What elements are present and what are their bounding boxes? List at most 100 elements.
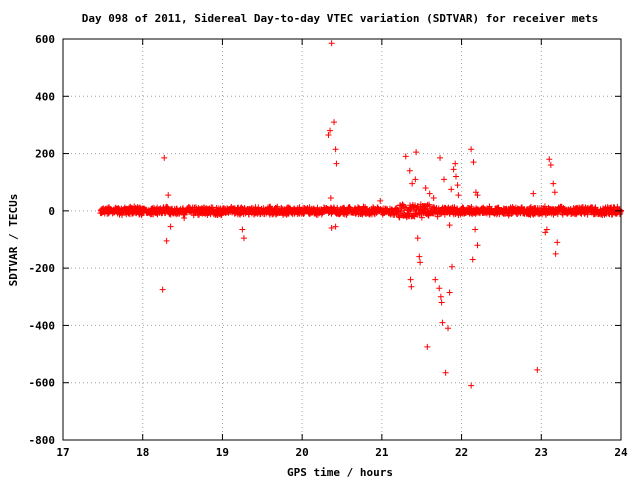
data-point	[161, 154, 168, 161]
data-point	[413, 149, 420, 156]
data-point	[328, 40, 335, 47]
data-point	[439, 319, 446, 326]
x-tick-label: 22	[455, 446, 468, 459]
data-point	[436, 285, 443, 292]
data-point	[167, 223, 174, 230]
data-point	[554, 239, 561, 246]
data-point	[332, 146, 339, 153]
plot-area-border	[62, 38, 622, 441]
data-point	[543, 226, 550, 233]
data-point	[449, 263, 456, 270]
data-point	[551, 189, 558, 196]
data-point	[328, 225, 335, 232]
y-tick-label: 600	[35, 33, 55, 46]
data-point	[417, 259, 424, 266]
data-point	[474, 242, 481, 249]
data-point	[472, 226, 479, 233]
x-tick-label: 24	[614, 446, 628, 459]
data-point	[426, 190, 433, 197]
data-point	[239, 226, 246, 233]
x-axis-label: GPS time / hours	[287, 466, 393, 479]
data-point	[452, 160, 459, 167]
data-point	[546, 156, 553, 163]
data-point	[542, 229, 549, 236]
data-point	[442, 369, 449, 376]
x-tick-label: 21	[375, 446, 389, 459]
data-point	[434, 213, 441, 220]
data-point	[445, 325, 452, 332]
data-point	[402, 153, 409, 160]
data-point	[432, 276, 439, 283]
y-tick-label: -200	[29, 262, 56, 275]
data-point	[399, 201, 406, 208]
data-point	[474, 192, 481, 199]
y-tick-label: 0	[48, 205, 55, 218]
data-point	[455, 192, 462, 199]
data-point	[472, 189, 479, 196]
data-point	[377, 197, 384, 204]
data-point	[459, 204, 466, 211]
data-point	[547, 162, 554, 169]
data-point	[416, 253, 423, 260]
data-point	[452, 173, 459, 180]
data-points	[97, 40, 624, 389]
data-point	[240, 235, 247, 242]
data-point	[327, 194, 334, 201]
data-point	[255, 204, 262, 211]
data-point	[441, 176, 448, 183]
data-point	[448, 186, 455, 193]
data-point	[469, 256, 476, 263]
data-point	[534, 366, 541, 373]
data-point	[409, 180, 416, 187]
data-point	[406, 167, 413, 174]
data-point	[450, 166, 457, 173]
data-point	[159, 286, 166, 293]
y-tick-label: -800	[29, 434, 56, 447]
data-point	[541, 203, 548, 210]
data-point	[422, 184, 429, 191]
x-axis-ticks: 17 18 19 20 21 22 23 24	[56, 39, 628, 459]
data-point	[327, 127, 334, 134]
x-tick-label: 18	[136, 446, 149, 459]
data-point	[418, 214, 425, 221]
y-tick-label: 400	[35, 90, 55, 103]
x-tick-label: 20	[296, 446, 309, 459]
data-point	[530, 190, 537, 197]
x-tick-label: 19	[216, 446, 229, 459]
x-tick-label: 17	[56, 446, 69, 459]
data-point	[181, 215, 188, 222]
data-point	[408, 283, 415, 290]
data-point	[552, 250, 559, 257]
y-tick-label: 200	[35, 148, 55, 161]
data-point	[468, 146, 475, 153]
data-point	[468, 382, 475, 389]
data-point	[163, 237, 170, 244]
data-point	[245, 211, 252, 218]
data-point	[454, 182, 461, 189]
y-axis-ticks: 600 400 200 0 -200 -400 -600 -800	[29, 33, 621, 447]
data-point	[446, 289, 453, 296]
data-point	[274, 203, 281, 210]
data-point	[430, 194, 437, 201]
data-point	[414, 235, 421, 242]
data-point	[331, 119, 338, 126]
data-point	[426, 203, 433, 210]
data-point	[412, 176, 419, 183]
grid-lines	[63, 39, 621, 440]
data-point	[425, 212, 432, 219]
data-point	[550, 180, 557, 187]
data-point	[438, 299, 445, 306]
data-point	[470, 159, 477, 166]
data-point	[325, 131, 332, 138]
y-tick-label: -600	[29, 377, 56, 390]
data-point	[407, 276, 414, 283]
data-point	[332, 223, 339, 230]
data-point	[333, 160, 340, 167]
data-point	[437, 293, 444, 300]
y-axis-label: SDTVAR / TECUs	[7, 194, 20, 287]
data-point	[165, 192, 172, 199]
data-point	[446, 222, 453, 229]
y-tick-label: -400	[29, 319, 56, 332]
data-point	[437, 154, 444, 161]
